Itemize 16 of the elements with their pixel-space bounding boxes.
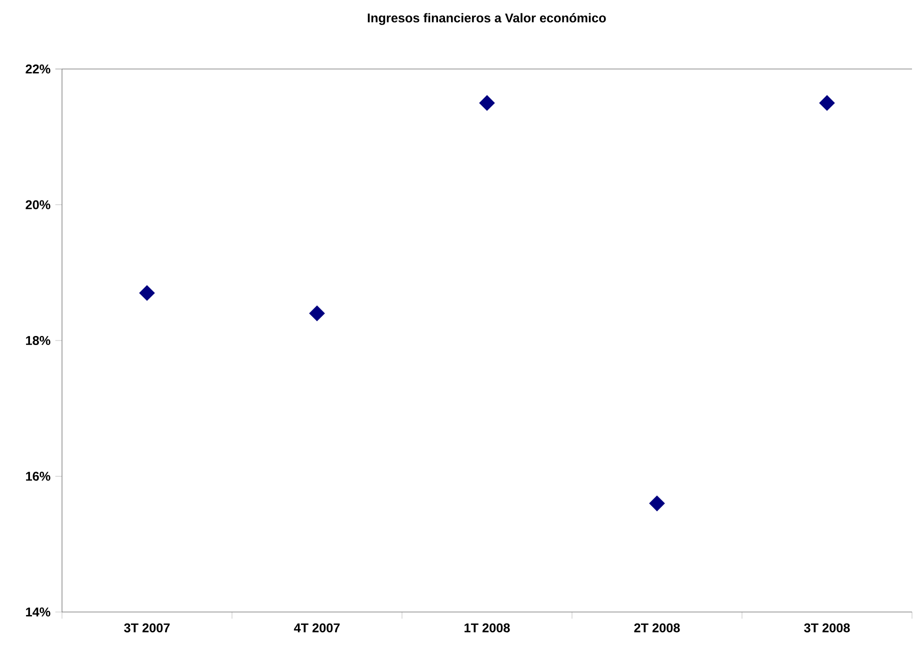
x-tick-label: 3T 2008 <box>804 623 850 632</box>
x-tick-label: 3T 2007 <box>124 623 170 632</box>
point <box>479 95 495 111</box>
point <box>309 306 325 322</box>
point <box>819 95 835 111</box>
y-tick-label: 20% <box>26 200 50 210</box>
x-tick-label: 1T 2008 <box>464 623 510 632</box>
chart-title: Ingresos financieros a Valor económico <box>368 13 606 25</box>
x-tick-label: 2T 2008 <box>634 623 680 632</box>
y-tick-label: 14% <box>26 608 50 616</box>
y-tick-label: 16% <box>26 472 50 481</box>
y-tick-label: 22% <box>26 64 50 74</box>
point <box>649 496 665 512</box>
point <box>139 285 155 301</box>
x-tick-label: 4T 2007 <box>294 623 340 632</box>
y-tick-label: 18% <box>26 336 50 345</box>
